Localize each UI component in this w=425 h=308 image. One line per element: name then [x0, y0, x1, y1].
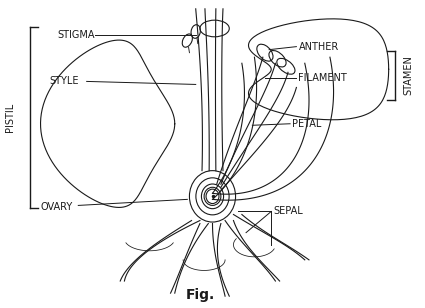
Text: FILAMENT: FILAMENT [298, 73, 347, 83]
Text: STYLE: STYLE [49, 76, 79, 87]
Text: STIGMA: STIGMA [57, 30, 95, 39]
Text: ANTHER: ANTHER [298, 42, 339, 52]
Text: PISTIL: PISTIL [6, 103, 15, 132]
Text: Fig.: Fig. [185, 288, 215, 302]
Text: OVARY: OVARY [40, 202, 73, 212]
Text: STAMEN: STAMEN [404, 55, 414, 95]
Text: SEPAL: SEPAL [273, 206, 303, 217]
Text: PETAL: PETAL [292, 119, 322, 129]
